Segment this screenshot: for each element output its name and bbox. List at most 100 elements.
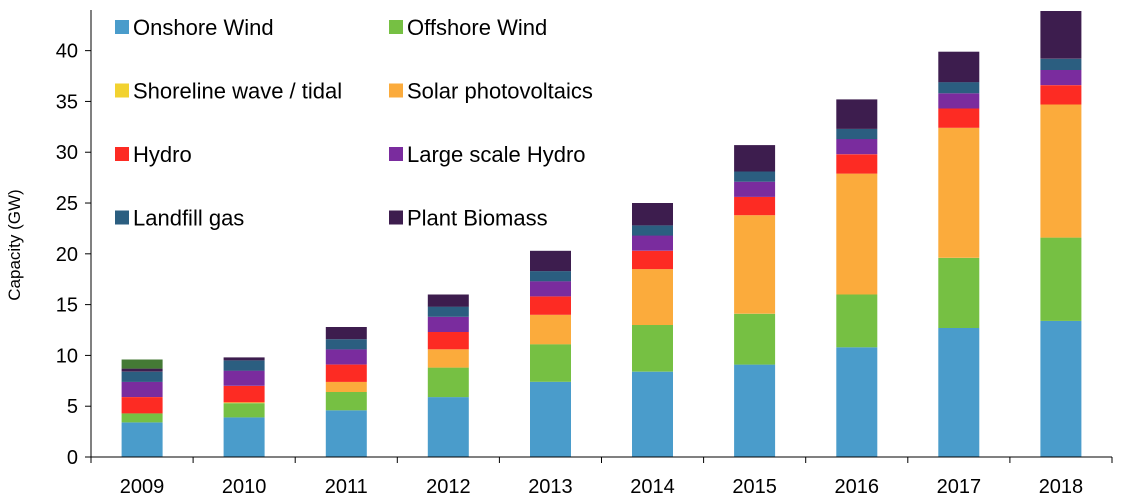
y-tick-label: 40: [56, 41, 78, 63]
bar-segment-2012-6: [427, 306, 469, 317]
bar-segment-2015-5: [734, 181, 776, 197]
x-tick-label-2012: 2012: [426, 476, 471, 498]
x-tick-label-2013: 2013: [528, 476, 573, 498]
bar-segment-2014-6: [632, 225, 673, 236]
bar-segment-2013-1: [530, 344, 571, 382]
bar-segment-2015-0: [734, 364, 776, 457]
bar-segment-2014-4: [632, 250, 673, 270]
bar-segment-2017-0: [938, 328, 980, 457]
bar-segment-2013-3: [530, 314, 571, 345]
bar-segment-2011-3: [325, 381, 367, 392]
legend-swatch: [389, 20, 403, 34]
y-axis-title: Capacity (GW): [5, 189, 24, 300]
bar-segment-2014-1: [632, 324, 673, 372]
bar-segment-2018-1: [1040, 237, 1082, 321]
bar-segment-2013-7: [530, 250, 571, 272]
bar-segment-2012-5: [427, 316, 469, 332]
bar-segment-2010-3: [223, 402, 265, 404]
bar-segment-2013-6: [530, 271, 571, 282]
x-tick-label-2009: 2009: [120, 476, 165, 498]
bar-segment-2009-4: [121, 397, 163, 414]
y-tick-label: 30: [56, 142, 78, 164]
y-tick-label: 0: [67, 447, 78, 469]
bar-segment-2016-3: [836, 173, 878, 295]
bar-segment-2016-6: [836, 128, 878, 140]
bar-segment-2010-6: [223, 360, 265, 371]
legend-swatch: [389, 83, 403, 98]
bar-segment-2015-1: [734, 313, 776, 365]
bar-segment-2010-0: [223, 417, 265, 457]
y-tick-label: 5: [67, 396, 78, 418]
bar-segment-2011-4: [325, 364, 367, 382]
bar-segment-2012-0: [427, 397, 469, 457]
bar-segment-2012-7: [427, 294, 469, 307]
bar-segment-2014-3: [632, 269, 673, 325]
bar-segment-2011-7: [325, 327, 367, 340]
bar-segment-2009-1: [121, 413, 163, 423]
bar-segment-2013-4: [530, 296, 571, 315]
bar-segment-2018-5: [1040, 69, 1082, 86]
y-tick-label: 35: [56, 91, 78, 113]
bar-segment-2017-7: [938, 51, 980, 83]
bar-segment-2018-3: [1040, 104, 1082, 238]
bar-segment-2010-1: [223, 403, 265, 418]
legend-label: Hydro: [133, 142, 192, 167]
bar-segment-2015-4: [734, 196, 776, 216]
bar-segment-2018-6: [1040, 58, 1082, 70]
bar-segment-2018-7: [1040, 11, 1082, 59]
bar-segment-2013-5: [530, 281, 571, 297]
bar-segment-2011-1: [325, 392, 367, 411]
bar-segment-2016-5: [836, 139, 878, 155]
bar-segment-2009-5: [121, 381, 163, 397]
legend-swatch: [389, 210, 403, 225]
bar-segment-2017-4: [938, 108, 980, 128]
bar-segment-2015-7: [734, 145, 776, 172]
bar-segment-2014-5: [632, 235, 673, 251]
bar-segment-2012-4: [427, 332, 469, 350]
bar-segment-2018-0: [1040, 320, 1082, 457]
legend-label: Plant Biomass: [407, 206, 548, 231]
bar-segment-2009-8: [121, 359, 163, 369]
x-tick-label-2015: 2015: [732, 476, 777, 498]
bar-segment-2011-6: [325, 339, 367, 350]
bar-segment-2010-5: [223, 370, 265, 386]
axes-layer: 0 5 10 15 20 25 30 35 40 2009 2010 2011 2012 2013 2014…: [56, 10, 1113, 498]
bar-segment-2017-6: [938, 82, 980, 94]
legend-label: Offshore Wind: [407, 15, 547, 40]
bar-segment-2017-3: [938, 127, 980, 258]
bar-segment-2010-7: [223, 357, 265, 361]
x-tick-label-2016: 2016: [835, 476, 880, 498]
x-tick-label-2010: 2010: [222, 476, 267, 498]
legend-swatch: [115, 20, 129, 34]
bar-segment-2012-1: [427, 367, 469, 398]
legend-swatch: [115, 210, 129, 225]
bar-segment-2011-0: [325, 410, 367, 457]
bar-segment-2013-0: [530, 381, 571, 457]
legend-label: Large scale Hydro: [407, 142, 586, 167]
x-tick-label-2011: 2011: [325, 476, 368, 498]
y-tick-label: 15: [56, 295, 78, 317]
bar-segment-2016-1: [836, 294, 878, 348]
legend-label: Landfill gas: [133, 206, 244, 231]
legend: Onshore Wind Offshore Wind Shoreline wave …: [115, 15, 593, 231]
bar-segment-2018-4: [1040, 85, 1082, 105]
y-tick-label: 25: [56, 193, 78, 215]
legend-label: Shoreline wave / tidal: [133, 79, 342, 104]
bar-segment-2011-5: [325, 349, 367, 365]
bar-segment-2014-0: [632, 371, 673, 457]
bar-segment-2016-4: [836, 154, 878, 174]
legend-swatch: [115, 83, 129, 98]
bars-layer: [121, 11, 1082, 457]
x-tick-label-2014: 2014: [630, 476, 675, 498]
bar-segment-2009-0: [121, 422, 163, 457]
bar-segment-2009-7: [121, 368, 163, 372]
bar-segment-2009-6: [121, 371, 163, 382]
bar-segment-2016-0: [836, 347, 878, 457]
legend-label: Solar photovoltaics: [407, 79, 593, 104]
bar-segment-2016-7: [836, 99, 878, 129]
bar-segment-2015-3: [734, 215, 776, 314]
bar-segment-2014-7: [632, 203, 673, 226]
legend-swatch: [389, 147, 403, 161]
bar-segment-2012-3: [427, 349, 469, 368]
